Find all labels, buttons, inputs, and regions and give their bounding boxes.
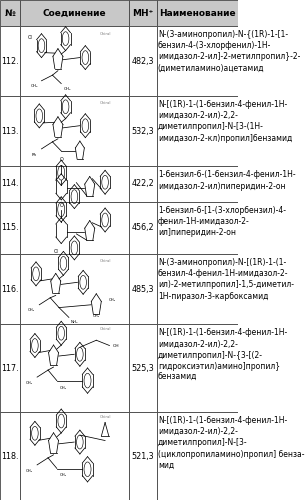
Text: 1-бензил-6-(1-бензил-4-фенил-1Н-
имидазол-2-ил)пиперидин-2-он: 1-бензил-6-(1-бензил-4-фенил-1Н- имидазо… [158, 170, 296, 190]
Text: CH₃: CH₃ [26, 469, 33, 473]
Text: CH₃: CH₃ [109, 298, 116, 302]
Bar [129, 96, 157, 166]
Bar [0, 324, 20, 412]
Bar [0, 26, 20, 96]
Bar [20, 412, 129, 500]
Bar [20, 324, 129, 412]
Bar [20, 0, 129, 26]
Bar [0, 166, 20, 202]
Bar [157, 254, 239, 324]
Text: МН⁺: МН⁺ [132, 8, 153, 18]
Text: Cl: Cl [28, 36, 33, 41]
Text: CH₃: CH₃ [93, 314, 100, 318]
Bar [0, 0, 20, 26]
Bar [129, 412, 157, 500]
Bar [157, 324, 239, 412]
Text: N-[(1R)-1-(1-бензил-4-фенил-1Н-
имидазол-2-ил)-2,2-
диметилпропил]-N-{3-[(2-
гид: N-[(1R)-1-(1-бензил-4-фенил-1Н- имидазол… [158, 328, 287, 382]
Bar [0, 254, 20, 324]
Bar [157, 0, 239, 26]
Text: 422,2: 422,2 [131, 180, 154, 188]
Text: Chiral: Chiral [99, 414, 111, 418]
Text: N-(3-аминопропил)-N-[(1R)-1-(1-
бензил-4-фенил-1Н-имидазол-2-
ил)-2-метилпропил]: N-(3-аминопропил)-N-[(1R)-1-(1- бензил-4… [158, 258, 294, 300]
Text: 521,3: 521,3 [131, 452, 154, 460]
Bar [20, 166, 129, 202]
Text: Cl: Cl [53, 249, 58, 254]
Bar [20, 254, 129, 324]
Text: 117.: 117. [1, 364, 19, 373]
Bar [129, 202, 157, 254]
Bar [20, 96, 129, 166]
Text: 482,3: 482,3 [132, 56, 154, 66]
Text: 112.: 112. [1, 56, 19, 66]
Text: 113.: 113. [1, 127, 19, 136]
Bar [20, 26, 129, 96]
Text: 116.: 116. [1, 285, 19, 294]
Text: Chiral: Chiral [99, 101, 111, 105]
Bar [0, 202, 20, 254]
Text: Наименование: Наименование [159, 8, 236, 18]
Text: O: O [59, 158, 63, 162]
Bar [157, 96, 239, 166]
Text: N-[(1R)-1-(1-бензил-4-фенил-1Н-
имидазол-2-ил)-2,2-
диметилпропил]-N-[3-(1Н-
ими: N-[(1R)-1-(1-бензил-4-фенил-1Н- имидазол… [158, 100, 292, 142]
Text: 525,3: 525,3 [131, 364, 154, 373]
Text: CH₃: CH₃ [60, 386, 67, 390]
Bar [129, 254, 157, 324]
Text: №: № [4, 8, 15, 18]
Bar [0, 96, 20, 166]
Text: N-[(1R)-1-(1-бензил-4-фенил-1Н-
имидазол-2-ил)-2,2-
диметилпропил]-N-[3-
(циклоп: N-[(1R)-1-(1-бензил-4-фенил-1Н- имидазол… [158, 416, 304, 470]
Text: 115.: 115. [1, 224, 19, 232]
Bar [129, 0, 157, 26]
Bar [157, 202, 239, 254]
Text: CH₃: CH₃ [28, 308, 35, 312]
Text: Chiral: Chiral [99, 327, 111, 331]
Text: NH₂: NH₂ [70, 320, 78, 324]
Text: O: O [59, 202, 63, 207]
Bar [129, 166, 157, 202]
Bar [20, 202, 129, 254]
Text: N-(3-аминопропил)-N-{(1R)-1-[1-
бензил-4-(3-хлорфенил)-1Н-
имидазол-2-ил]-2-мети: N-(3-аминопропил)-N-{(1R)-1-[1- бензил-4… [158, 30, 300, 72]
Bar [157, 26, 239, 96]
Text: Chiral: Chiral [99, 259, 111, 263]
Text: 118.: 118. [1, 452, 19, 460]
Text: CH₃: CH₃ [60, 474, 67, 478]
Bar [157, 412, 239, 500]
Text: 485,3: 485,3 [132, 285, 154, 294]
Text: Соединение: Соединение [43, 8, 106, 18]
Text: OH: OH [113, 344, 119, 347]
Bar [129, 26, 157, 96]
Text: 456,2: 456,2 [131, 224, 154, 232]
Text: CH₃: CH₃ [64, 87, 72, 91]
Text: 114.: 114. [1, 180, 19, 188]
Text: Ph: Ph [31, 152, 36, 156]
Bar [0, 412, 20, 500]
Text: 532,3: 532,3 [131, 127, 154, 136]
Text: 1-бензил-6-[1-(3-хлорбензил)-4-
фенил-1Н-имидазол-2-
ил]пиперидин-2-он: 1-бензил-6-[1-(3-хлорбензил)-4- фенил-1Н… [158, 206, 286, 237]
Text: CH₃: CH₃ [31, 84, 39, 88]
Bar [157, 166, 239, 202]
Text: Chiral: Chiral [99, 32, 111, 36]
Bar [129, 324, 157, 412]
Text: CH₃: CH₃ [26, 382, 33, 386]
